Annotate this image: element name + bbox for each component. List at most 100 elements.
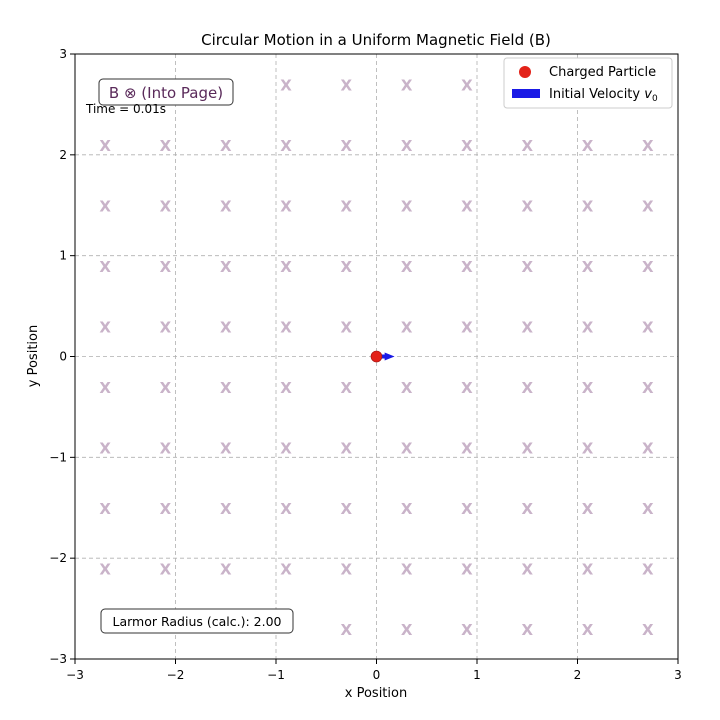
field-marker: X [341,137,353,155]
field-marker: X [582,560,594,578]
field-marker: X [582,318,594,336]
field-marker: X [341,197,353,215]
legend-velocity-label: Initial Velocity v0 [549,87,658,104]
y-axis-label: y Position [26,325,41,387]
field-marker: X [461,379,473,397]
field-marker: X [160,137,172,155]
x-axis-label: x Position [345,686,407,701]
field-marker: X [99,258,111,276]
field-marker: X [99,439,111,457]
field-marker: X [521,258,533,276]
field-marker: X [160,500,172,518]
field-marker: X [280,197,292,215]
field-marker: X [280,379,292,397]
field-marker: X [521,379,533,397]
field-marker: X [401,76,413,94]
field-marker: X [461,137,473,155]
field-marker: X [642,197,654,215]
y-tick-label: −3 [49,652,67,666]
field-marker: X [582,379,594,397]
time-label: Time = 0.01s [85,102,166,116]
field-marker: X [341,621,353,639]
y-tick-label: 0 [59,350,67,364]
field-marker: X [401,379,413,397]
field-marker: X [220,500,232,518]
field-marker: X [341,318,353,336]
field-marker: X [461,318,473,336]
x-tick-label: 2 [574,668,582,682]
field-marker: X [401,197,413,215]
field-marker: X [582,197,594,215]
x-tick-label: 1 [473,668,481,682]
field-marker: X [461,439,473,457]
field-marker: X [160,560,172,578]
field-marker: X [401,439,413,457]
field-marker: X [341,500,353,518]
y-tick-label: −1 [49,450,67,464]
field-marker: X [401,318,413,336]
radius-label-box: Larmor Radius (calc.): 2.00 [100,608,294,634]
field-marker: X [401,258,413,276]
field-marker: X [582,500,594,518]
field-marker: X [461,560,473,578]
field-marker: X [461,500,473,518]
field-marker: X [99,500,111,518]
field-marker: X [341,439,353,457]
y-tick-label: 3 [59,47,67,61]
x-tick-label: −2 [167,668,185,682]
field-label: B ⊗ (Into Page) [109,84,223,102]
y-axis-ticks: −3 −2 −1 0 1 2 3 [49,47,75,666]
field-marker: X [99,197,111,215]
field-marker: X [99,560,111,578]
field-marker: X [642,621,654,639]
field-marker: X [521,318,533,336]
field-marker: X [220,379,232,397]
field-marker: X [99,137,111,155]
field-marker: X [521,500,533,518]
field-marker: X [461,258,473,276]
data-marks [370,350,395,363]
field-marker: X [401,500,413,518]
field-marker: X [280,439,292,457]
field-marker: X [99,379,111,397]
field-marker: X [280,560,292,578]
plot-area: X X X X X X X X X X X X X X X X X X X X X X X X X X X X X X X X X X X X X X X X… [74,53,679,660]
y-tick-label: 2 [59,148,67,162]
field-marker: X [341,258,353,276]
field-marker: X [280,76,292,94]
field-marker: X [341,76,353,94]
field-marker: X [160,258,172,276]
field-marker: X [401,137,413,155]
field-marker: X [401,621,413,639]
radius-label: Larmor Radius (calc.): 2.00 [113,614,282,629]
field-marker: X [642,258,654,276]
field-marker: X [642,439,654,457]
field-marker: X [582,621,594,639]
field-marker: X [99,318,111,336]
x-axis-ticks: −3 −2 −1 0 1 2 3 [66,659,682,682]
field-marker: X [220,439,232,457]
field-marker: X [461,197,473,215]
field-marker: X [642,560,654,578]
legend-frame [503,57,673,109]
y-tick-label: −2 [49,551,67,565]
field-marker: X [220,560,232,578]
field-marker: X [461,621,473,639]
x-tick-label: −1 [267,668,285,682]
field-marker: X [642,318,654,336]
field-marker: X [642,500,654,518]
field-marker: X [220,318,232,336]
field-marker: X [521,137,533,155]
field-marker: X [220,137,232,155]
field-marker: X [341,560,353,578]
field-marker: X [280,500,292,518]
field-marker: X [582,258,594,276]
field-marker: X [160,197,172,215]
field-marker: X [521,439,533,457]
x-tick-label: −3 [66,668,84,682]
field-marker: X [160,318,172,336]
legend: Charged Particle Initial Velocity v0 [503,57,673,109]
legend-particle-label: Charged Particle [549,65,656,80]
field-marker: X [521,197,533,215]
